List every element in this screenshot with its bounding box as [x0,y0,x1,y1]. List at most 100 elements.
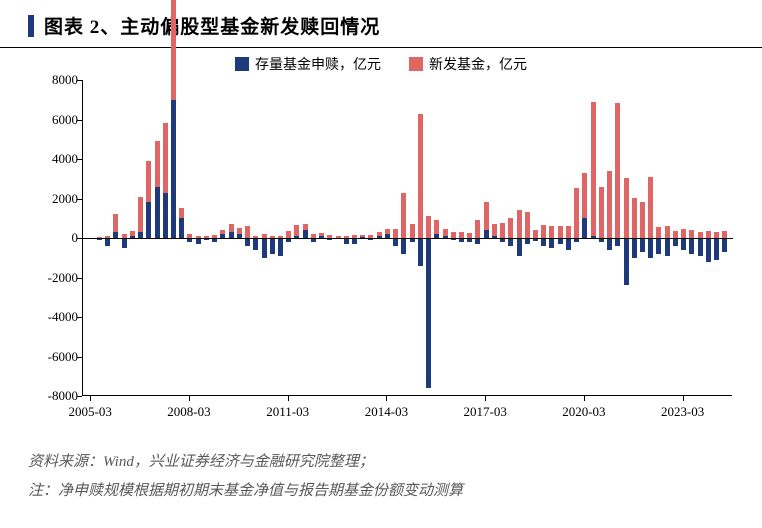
x-tick-label: 2023-03 [661,404,704,420]
y-tick-mark [77,159,82,160]
bar-red [237,228,242,234]
legend-swatch-red [409,57,423,71]
bar-red [566,226,571,238]
y-tick-label: -4000 [38,309,78,325]
x-tick-label: 2005-03 [69,404,112,420]
bar-red [549,226,554,238]
bar-blue [426,238,431,388]
bar-blue [517,238,522,256]
x-tick-mark [485,396,486,401]
bar-red [656,227,661,238]
bar-blue [624,238,629,285]
bar-red [130,231,135,236]
bar-red [385,229,390,234]
chart-header: 图表 2、主动偏股型基金新发赎回情况 [0,0,762,48]
bar-red [648,177,653,238]
bar-red [722,231,727,238]
bar-red [179,208,184,218]
x-tick-label: 2011-03 [266,404,309,420]
y-tick-mark [77,396,82,397]
y-tick-label: 2000 [38,191,78,207]
y-tick-mark [77,278,82,279]
bar-blue [508,238,513,246]
bar-blue [171,100,176,238]
bar-red [245,226,250,238]
bar-red [434,220,439,234]
bar-blue [105,238,110,246]
bar-red [360,235,365,237]
bar-red [229,224,234,232]
bar-blue [681,238,686,250]
bar-red [401,193,406,238]
bar-red [607,171,612,238]
bar-blue [698,238,703,256]
bar-blue [648,238,653,258]
y-tick-label: -2000 [38,270,78,286]
footer-source: 资料来源：Wind，兴业证券经济与金融研究院整理； [28,448,734,477]
bar-blue [632,238,637,258]
bar-red [171,0,176,100]
bar-red [681,229,686,238]
bar-red [418,114,423,238]
bar-blue [262,238,267,258]
bar-blue [673,238,678,246]
bar-red [484,202,489,230]
bar-red [410,224,415,238]
bar-red [599,187,604,238]
bar-blue [706,238,711,262]
bar-blue [253,238,258,250]
y-tick-label: -6000 [38,349,78,365]
bar-red [163,123,168,192]
bar-blue [122,238,127,248]
legend-label-red: 新发基金，亿元 [429,54,527,74]
legend-item-red: 新发基金，亿元 [409,54,527,74]
x-tick-label: 2020-03 [562,404,605,420]
bar-blue [401,238,406,254]
bar-blue [566,238,571,250]
bar-blue [615,238,620,246]
bar-blue [665,238,670,256]
bar-red [393,229,398,238]
bar-red [582,173,587,218]
bar-blue [418,238,423,266]
bar-red [443,229,448,236]
x-tick-mark [683,396,684,401]
bar-red [377,232,382,236]
bar-red [624,178,629,238]
bar-red [665,226,670,238]
chart-title: 图表 2、主动偏股型基金新发赎回情况 [44,12,380,39]
bar-red [558,226,563,238]
bar-red [541,225,546,238]
bar-red [303,224,308,230]
bar-blue [155,187,160,238]
bar-red [533,230,538,238]
y-tick-mark [77,80,82,81]
footer-note: 注：净申赎规模根据期初期末基金净值与报告期基金份额变动测算 [28,477,734,506]
bar-red [525,212,530,238]
bar-red [294,225,299,236]
bar-red [492,224,497,236]
bar-blue [689,238,694,254]
bar-red [500,223,505,238]
legend-label-blue: 存量基金申赎，亿元 [255,54,381,74]
x-tick-mark [288,396,289,401]
y-tick-label: 0 [38,230,78,246]
bar-red [706,231,711,238]
legend-item-blue: 存量基金申赎，亿元 [235,54,381,74]
chart-footer: 资料来源：Wind，兴业证券经济与金融研究院整理； 注：净申赎规模根据期初期末基… [0,438,762,505]
plot-region [82,80,732,396]
bar-blue [656,238,661,254]
bar-red [138,197,143,233]
bar-blue [640,238,645,252]
bar-red [508,218,513,238]
bar-blue [714,238,719,260]
bar-red [574,188,579,238]
y-tick-mark [77,238,82,239]
bar-red [615,103,620,238]
y-tick-label: -8000 [38,388,78,404]
y-tick-mark [77,120,82,121]
bar-red [220,230,225,234]
y-tick-mark [77,317,82,318]
bar-red [591,102,596,236]
bar-blue [582,218,587,238]
